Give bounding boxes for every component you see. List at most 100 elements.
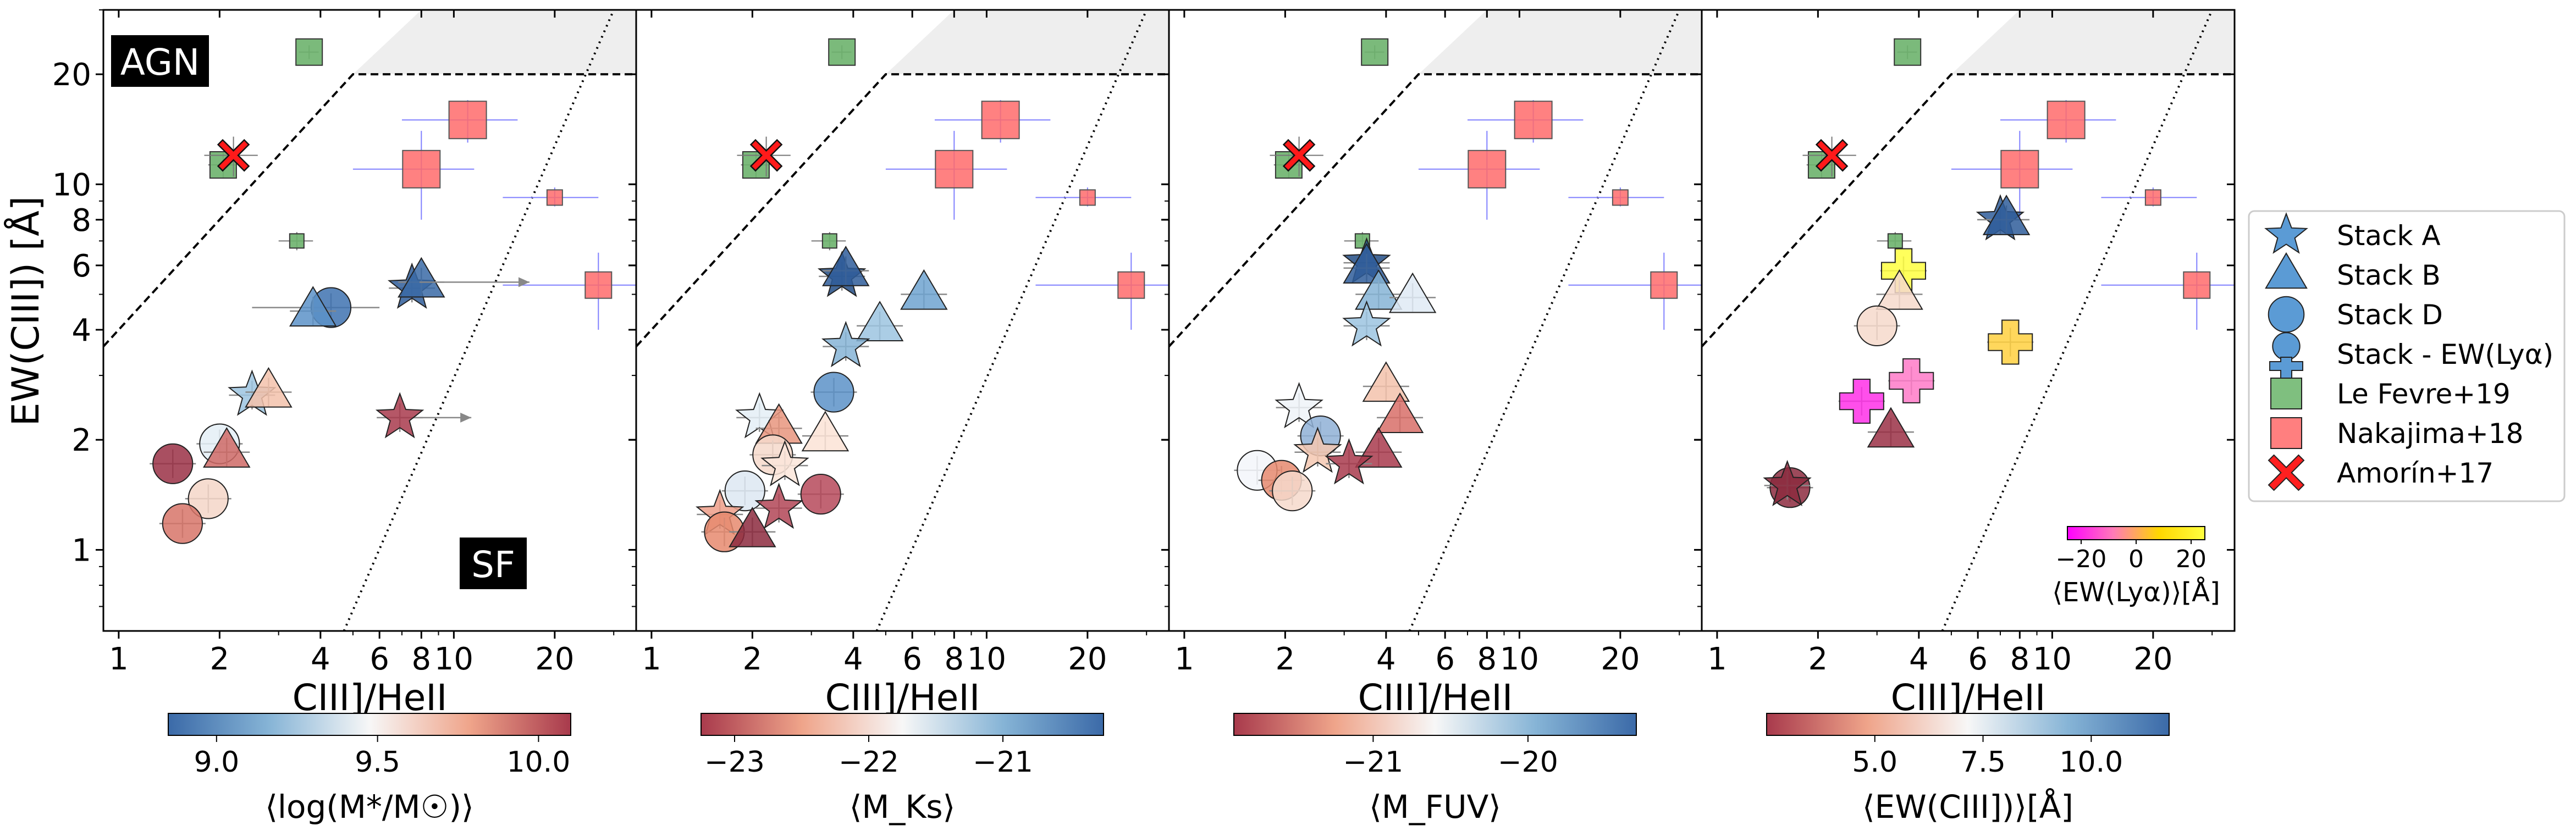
x-tick-label: 2	[1808, 641, 1828, 677]
agn-sf-dashed-line	[103, 73, 636, 347]
stack-triangle-point	[203, 427, 251, 468]
amorin-point	[217, 138, 250, 172]
y-tick-label: 2	[71, 423, 91, 458]
amorin-point	[1282, 138, 1316, 172]
y-tick-label: 4	[71, 313, 91, 348]
colorbar-tick-label: 9.5	[355, 746, 400, 779]
x-tick-label: 10	[2033, 641, 2072, 677]
stack-cross-point	[1839, 379, 1884, 424]
lefevre-point	[289, 233, 305, 249]
plot-area	[1169, 10, 1702, 631]
stack-triangle-point	[1876, 269, 1923, 310]
lefevre-point	[828, 38, 856, 66]
x-tick-label: 8	[945, 641, 964, 677]
legend-marker	[2270, 378, 2302, 409]
nakajima-point	[1468, 149, 1507, 189]
x-tick-label: 4	[1376, 641, 1396, 677]
x-axis-label: CIII]/HeII	[1891, 677, 2046, 719]
lya-colorbar-tick-label: 0	[2128, 545, 2144, 573]
x-tick-label: 8	[1477, 641, 1497, 677]
stack-triangle-point	[245, 367, 293, 408]
colorbar-tick-label: 10.0	[507, 746, 571, 779]
stack-star-point	[754, 483, 803, 529]
nakajima-point	[1079, 189, 1096, 206]
nakajima-point	[2183, 271, 2211, 299]
lya-colorbar-tick-label: 20	[2176, 545, 2207, 573]
x-tick-label: 20	[2133, 641, 2172, 677]
panel-ewciii: −20 0 20 ⟨EW(Lyα)⟩[Å] 1 2 4 6 8 10 20 CIII]/HeII 5.0…	[1694, 9, 2236, 826]
legend-label: Nakajima+18	[2337, 418, 2523, 450]
x-tick-label: 10	[967, 641, 1006, 677]
stack-circle-point	[162, 503, 203, 544]
stack-circle-point	[187, 478, 229, 519]
colorbar-label: ⟨log(M*/M☉)⟩	[265, 788, 474, 826]
lefevre-point	[1894, 38, 1922, 66]
y-tick-label: 6	[71, 248, 91, 284]
x-tick-label: 20	[1068, 641, 1107, 677]
colorbar-label: ⟨EW(CIII])⟩[Å]	[1862, 788, 2073, 826]
stack-triangle-point	[801, 411, 850, 452]
nakajima-point	[981, 101, 1020, 140]
colorbar-label: ⟨M_FUV⟩	[1369, 788, 1501, 826]
colorbar	[168, 713, 571, 736]
nakajima-point	[2144, 189, 2161, 206]
legend-marker	[2268, 454, 2305, 491]
x-tick-label: 1	[1174, 641, 1194, 677]
legend-label: Le Fevre+19	[2337, 378, 2511, 410]
lefevre-point	[1361, 38, 1389, 66]
plot-area	[1702, 10, 2235, 631]
stack-circle-point	[813, 372, 854, 413]
stack-star-point	[821, 320, 870, 368]
nakajima-point	[402, 149, 441, 189]
lya-colorbar	[2067, 526, 2205, 540]
lya-colorbar-label: ⟨EW(Lyα)⟩[Å]	[2052, 577, 2220, 608]
x-tick-label: 4	[311, 641, 330, 677]
x-tick-label: 1	[1707, 641, 1727, 677]
stack-star-point	[760, 440, 809, 486]
y-axis-label: EW(CIII]) [Å]	[3, 196, 48, 426]
agn-shaded-region	[352, 10, 636, 75]
stack-star-point	[1763, 459, 1812, 507]
agn-label-box	[111, 35, 209, 87]
x-tick-label: 4	[843, 641, 863, 677]
stack-triangle-point	[1355, 269, 1403, 310]
x-tick-label: 2	[210, 641, 230, 677]
x-axis-label: CIII]/HeII	[293, 677, 448, 719]
x-axis-label: CIII]/HeII	[1358, 677, 1513, 719]
stack-star-point	[1342, 300, 1391, 347]
stack-star-point	[1325, 438, 1374, 485]
stack-triangle-point	[1388, 272, 1437, 313]
colorbar	[1233, 713, 1637, 736]
agn-sf-dashed-line	[636, 73, 1169, 347]
lefevre-point	[295, 38, 323, 66]
stack-triangle-point	[900, 269, 948, 310]
colorbar	[700, 713, 1104, 736]
agn-shaded-region	[885, 10, 1169, 75]
colorbar-tick-label: −20	[1498, 746, 1558, 779]
stack-triangle-point	[856, 301, 904, 341]
lefevre-point	[1887, 233, 1903, 249]
colorbar-tick-label: −21	[973, 746, 1033, 779]
x-tick-label: 2	[1276, 641, 1295, 677]
legend-marker	[2268, 296, 2305, 333]
nakajima-point	[1650, 271, 1678, 299]
legend-marker	[2270, 417, 2302, 449]
lefevre-point	[821, 233, 837, 249]
colorbar-tick-label: 10.0	[2059, 746, 2123, 779]
stack-triangle-point	[1982, 195, 2031, 235]
agn-sf-dashed-line	[1169, 73, 1702, 347]
colorbar-tick-label: −22	[839, 746, 899, 779]
colorbar-tick-label: −23	[704, 746, 765, 779]
x-tick-label: 6	[1968, 641, 1988, 677]
x-tick-label: 8	[412, 641, 432, 677]
stack-circle-point	[152, 443, 194, 484]
lower-limit-arrowhead	[518, 277, 529, 287]
legend-frame	[2248, 210, 2566, 502]
panel-mks: 1 2 4 6 8 10 20 CIII]/HeII −23 −22 −21 ⟨M_Ks⟩	[628, 9, 1170, 826]
stack-triangle-point	[289, 286, 337, 327]
stack-circle-point	[724, 470, 765, 512]
stack-triangle-point	[1867, 407, 1915, 448]
x-axis-label: CIII]/HeII	[825, 677, 980, 719]
x-tick-label: 1	[109, 641, 129, 677]
